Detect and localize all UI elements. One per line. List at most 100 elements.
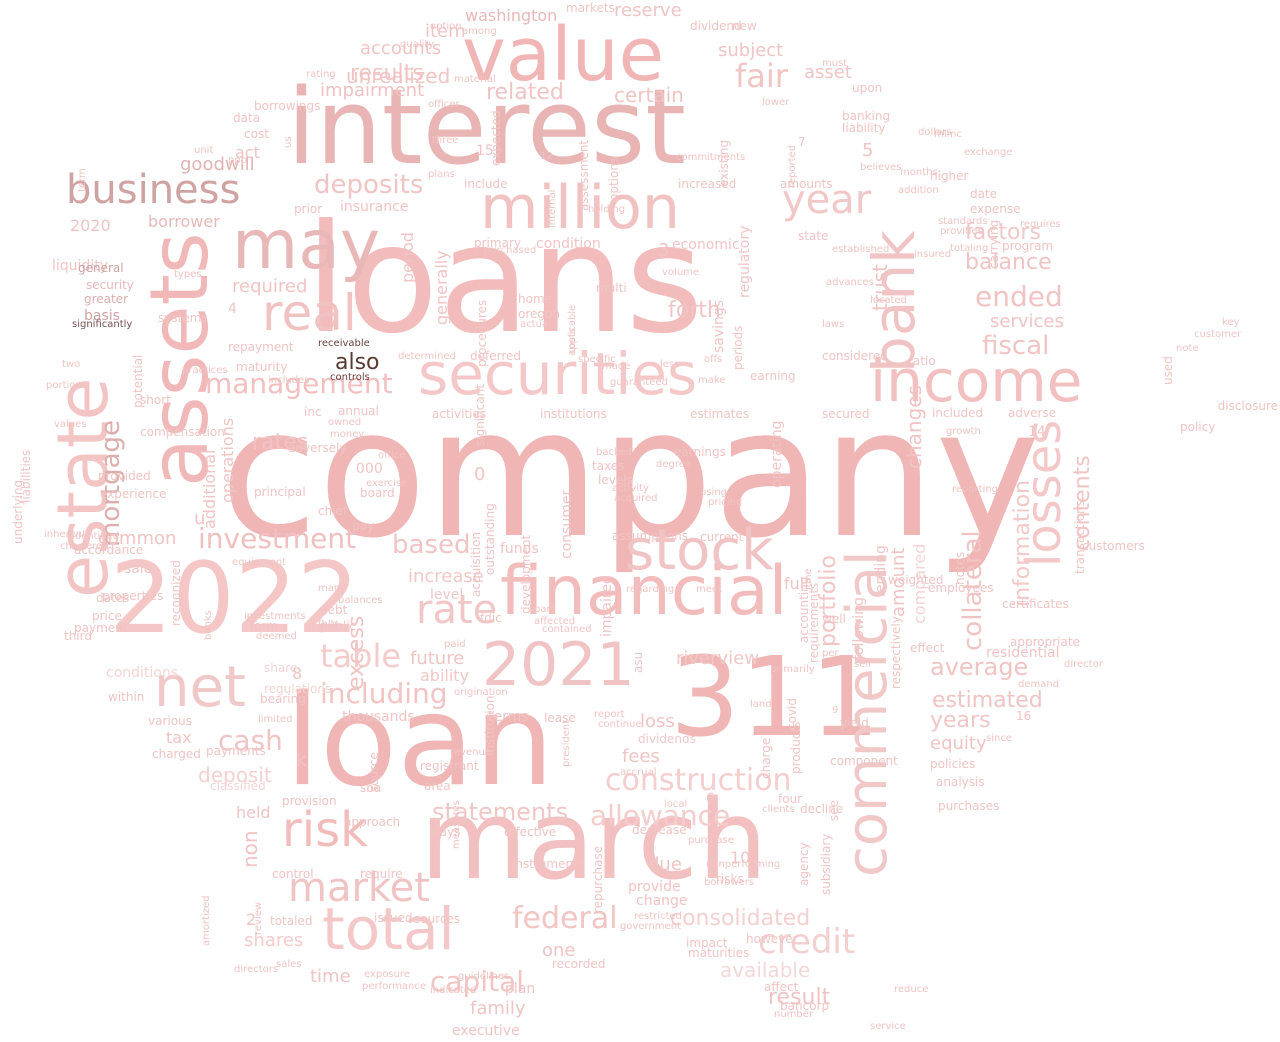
word: funds bbox=[500, 541, 539, 557]
word: indicated bbox=[430, 985, 477, 996]
word: may bbox=[232, 206, 381, 285]
word: bancorp bbox=[780, 999, 830, 1013]
word: 8 bbox=[292, 664, 303, 683]
word: officer bbox=[428, 99, 460, 110]
word: restricted bbox=[634, 911, 682, 922]
word: affect bbox=[764, 980, 799, 994]
word: impaired bbox=[599, 575, 615, 637]
word: note bbox=[1176, 343, 1199, 354]
word: practices bbox=[182, 365, 228, 376]
word: third bbox=[64, 629, 92, 643]
word: sources bbox=[414, 912, 461, 926]
word: condition bbox=[536, 236, 601, 252]
word: 2 bbox=[246, 910, 257, 929]
word: provides bbox=[940, 226, 983, 237]
word: washington bbox=[465, 6, 558, 25]
word: held bbox=[236, 803, 271, 822]
word: quality bbox=[400, 39, 435, 50]
word: charged bbox=[152, 747, 201, 761]
word: financial bbox=[500, 552, 788, 631]
word: asu bbox=[631, 651, 645, 673]
word: fdic bbox=[480, 611, 502, 625]
word: securities bbox=[418, 340, 698, 408]
word: activity bbox=[612, 483, 649, 494]
word: 14 bbox=[1028, 424, 1046, 440]
word: established bbox=[832, 244, 890, 255]
word: months bbox=[900, 167, 938, 178]
word: significantly bbox=[72, 319, 133, 330]
word: limited bbox=[258, 714, 293, 725]
word: reporting bbox=[952, 484, 999, 495]
word: excess bbox=[344, 615, 369, 690]
word: amounts bbox=[780, 177, 833, 191]
word: construction bbox=[605, 763, 792, 798]
word: fair bbox=[735, 57, 788, 95]
word: factors bbox=[965, 220, 1041, 245]
word: estimates bbox=[690, 407, 750, 421]
word: deposit bbox=[198, 763, 272, 787]
word: types bbox=[174, 269, 202, 280]
word: determined bbox=[398, 351, 456, 362]
word: following bbox=[851, 597, 867, 660]
word: shares bbox=[244, 930, 304, 951]
word: insured bbox=[914, 249, 952, 260]
word: measures bbox=[451, 800, 462, 849]
word: one bbox=[542, 940, 576, 961]
word: however bbox=[746, 932, 798, 946]
word: 5 bbox=[862, 140, 874, 161]
word: development bbox=[519, 534, 533, 614]
word: state bbox=[798, 229, 829, 243]
word: price bbox=[92, 609, 122, 623]
word: 16 bbox=[1016, 709, 1032, 723]
word: continue bbox=[598, 719, 642, 730]
word: dividend bbox=[690, 19, 742, 33]
word: item bbox=[425, 21, 466, 42]
word: deemed bbox=[256, 631, 297, 642]
word: thousands bbox=[342, 709, 415, 725]
word: area bbox=[424, 779, 451, 793]
word: available bbox=[720, 958, 811, 982]
word: employees bbox=[928, 581, 994, 595]
word: 311 bbox=[670, 633, 880, 761]
word: ratio bbox=[908, 354, 936, 368]
word: performance bbox=[362, 981, 427, 992]
word: riverview bbox=[676, 648, 759, 669]
word: clients bbox=[762, 804, 795, 815]
word: exercise bbox=[366, 478, 408, 489]
word: holding bbox=[588, 204, 626, 215]
word: time bbox=[310, 966, 351, 987]
word: respectively bbox=[889, 616, 903, 689]
word: 2021 bbox=[482, 630, 635, 700]
word: directors bbox=[234, 964, 279, 975]
word: subject bbox=[718, 40, 784, 61]
word: ended bbox=[975, 280, 1063, 313]
word: internal bbox=[547, 189, 558, 228]
word: adverse bbox=[1008, 406, 1057, 420]
word: sell bbox=[854, 659, 871, 670]
word: per bbox=[822, 648, 839, 659]
word: rate bbox=[416, 587, 498, 633]
word: actual bbox=[520, 319, 551, 330]
word: full bbox=[784, 574, 809, 593]
word: table bbox=[320, 637, 402, 675]
word: agency bbox=[797, 842, 811, 886]
word: us bbox=[283, 136, 294, 148]
word: key bbox=[1222, 317, 1240, 328]
word: number bbox=[774, 1009, 814, 1020]
word: 4 bbox=[228, 301, 237, 317]
word: assumptions bbox=[612, 529, 689, 543]
word: 000 bbox=[356, 461, 383, 477]
word: effective bbox=[504, 825, 557, 839]
word: debt bbox=[320, 603, 348, 617]
word: days bbox=[432, 825, 461, 839]
word: accounts bbox=[360, 38, 442, 59]
word: changes bbox=[902, 384, 926, 469]
word: purchase bbox=[688, 835, 734, 846]
word: taxes bbox=[592, 459, 625, 473]
word: 2020 bbox=[70, 216, 111, 235]
word: asset bbox=[804, 62, 852, 83]
word: compensation bbox=[140, 425, 225, 439]
word: appropriate bbox=[1010, 635, 1080, 649]
word: balances bbox=[338, 595, 383, 606]
word: 0 bbox=[474, 464, 486, 485]
